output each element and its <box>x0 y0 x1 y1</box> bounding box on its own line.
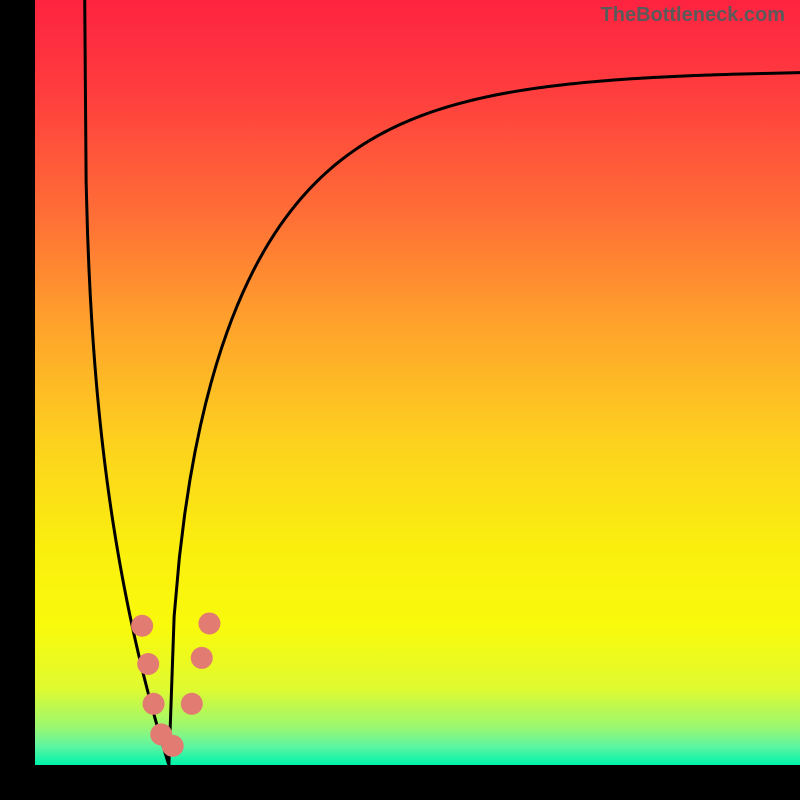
data-marker <box>137 653 159 675</box>
data-marker <box>191 647 213 669</box>
data-marker <box>198 612 220 634</box>
chart-background-gradient <box>35 0 800 765</box>
data-marker <box>181 693 203 715</box>
data-marker <box>143 693 165 715</box>
chart-container: TheBottleneck.com <box>0 0 800 800</box>
watermark: TheBottleneck.com <box>601 4 785 27</box>
bottleneck-curve-chart <box>0 0 800 800</box>
data-marker <box>131 615 153 637</box>
data-marker <box>162 735 184 757</box>
